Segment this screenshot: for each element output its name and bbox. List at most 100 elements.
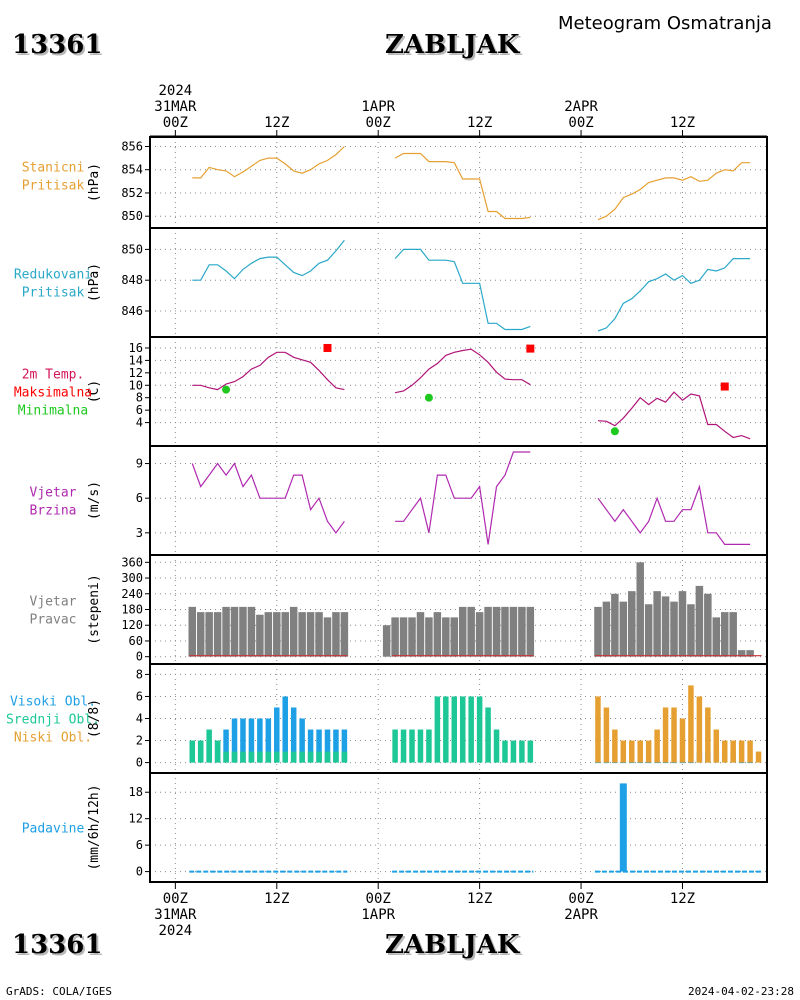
cloud-bar xyxy=(299,718,305,763)
panel-cloud-cover: 0 2 4 6 8 (8/8)Visoki Obl. Srednji Obl. Niski O… xyxy=(6,663,768,774)
series-line xyxy=(191,462,345,534)
cloud-bar xyxy=(459,696,466,763)
cloud-bar xyxy=(721,740,728,763)
time-label: 2024 xyxy=(158,83,192,99)
data-bar xyxy=(670,601,678,657)
data-bar xyxy=(467,606,475,657)
data-bar xyxy=(433,612,442,657)
cloud-bar xyxy=(730,740,736,763)
cloud-bar xyxy=(265,718,272,763)
data-bar xyxy=(746,650,754,657)
data-bar xyxy=(611,593,619,657)
cloud-bar xyxy=(417,729,424,763)
data-bar xyxy=(188,606,197,657)
cloud-bar xyxy=(333,751,339,763)
panel-title-line: Brzina xyxy=(30,504,77,519)
data-bar xyxy=(273,612,281,657)
panel-title-line: 2m Temp. xyxy=(22,368,85,383)
cloud-bar xyxy=(274,707,280,763)
data-bar xyxy=(704,593,712,657)
panel-title-line: Visoki Obl. xyxy=(10,695,96,710)
min-temp-marker xyxy=(424,393,433,402)
cloud-bar xyxy=(705,707,711,763)
data-bar xyxy=(382,625,391,657)
series-line xyxy=(192,351,345,391)
y-tick-label: 8 xyxy=(136,391,143,405)
y-tick-label: 14 xyxy=(129,353,143,367)
cloud-bar xyxy=(231,718,238,763)
data-bar xyxy=(526,606,535,657)
y-tick-label: 854 xyxy=(121,163,143,177)
series-line xyxy=(395,451,531,545)
cloud-bar xyxy=(214,740,221,763)
cloud-bar xyxy=(485,707,491,763)
cloud-bar xyxy=(671,707,677,763)
data-bar xyxy=(425,617,433,657)
time-label: 12Z xyxy=(264,891,289,907)
y-tick-label: 846 xyxy=(121,304,143,318)
time-label: 00Z xyxy=(366,891,391,907)
panel-title-line: Pritisak xyxy=(22,179,85,194)
y-tick-label: 12 xyxy=(129,812,143,826)
cloud-bar xyxy=(240,718,246,763)
cloud-bar xyxy=(265,751,272,763)
cloud-bar xyxy=(206,729,212,763)
cloud-bar xyxy=(324,729,331,763)
cloud-bar xyxy=(223,729,229,763)
station-name-top: ZABLJAK xyxy=(385,30,520,60)
axis-unit-label: (C) xyxy=(87,380,102,403)
y-tick-label: 4 xyxy=(136,712,143,726)
y-tick-label: 12 xyxy=(129,366,143,380)
panel-title-line: Vjetar xyxy=(30,486,77,501)
data-bar xyxy=(475,612,484,657)
cloud-bar xyxy=(333,729,339,763)
cloud-bar xyxy=(324,751,331,763)
time-label: 00Z xyxy=(568,115,593,131)
cloud-bar xyxy=(240,751,246,763)
data-bar xyxy=(230,606,239,657)
data-bar xyxy=(644,604,653,657)
y-tick-label: 0 xyxy=(136,865,143,879)
data-bar xyxy=(408,617,416,657)
y-tick-label: 240 xyxy=(121,587,143,601)
data-bar xyxy=(281,612,289,657)
data-bar xyxy=(737,650,746,657)
min-temp-marker xyxy=(222,385,231,394)
cloud-bar xyxy=(476,696,483,763)
y-tick-label: 0 xyxy=(136,650,143,664)
data-bar xyxy=(315,612,323,657)
data-bar xyxy=(653,591,661,657)
cloud-bar xyxy=(527,740,534,763)
data-bar xyxy=(213,612,222,657)
cloud-bar xyxy=(316,729,322,763)
footer-left: GrADS: COLA/IGES xyxy=(6,985,112,998)
data-bar xyxy=(712,617,721,657)
panel-title-line: Pravac xyxy=(30,613,77,628)
time-label: 00Z xyxy=(568,891,593,907)
y-tick-label: 8 xyxy=(136,667,143,681)
data-bar xyxy=(458,606,467,657)
data-bar xyxy=(247,606,256,657)
data-bar xyxy=(399,617,408,657)
y-tick-label: 10 xyxy=(129,378,143,392)
cloud-bar xyxy=(443,696,449,763)
cloud-bar xyxy=(510,740,517,763)
data-bar xyxy=(602,601,611,657)
time-label: 12Z xyxy=(670,115,695,131)
cloud-bar xyxy=(290,707,297,763)
cloud-bar xyxy=(637,740,643,763)
panel-frame xyxy=(149,227,768,338)
data-bar xyxy=(340,612,349,657)
y-tick-label: 180 xyxy=(121,603,143,617)
cloud-bar xyxy=(502,740,508,763)
data-bar xyxy=(492,606,501,657)
y-tick-label: 852 xyxy=(121,186,143,200)
series-line xyxy=(597,391,751,440)
panel-frame xyxy=(149,136,768,229)
panel-title-line: Padavine xyxy=(22,822,85,837)
y-tick-label: 850 xyxy=(121,209,143,223)
y-tick-label: 6 xyxy=(136,689,143,703)
